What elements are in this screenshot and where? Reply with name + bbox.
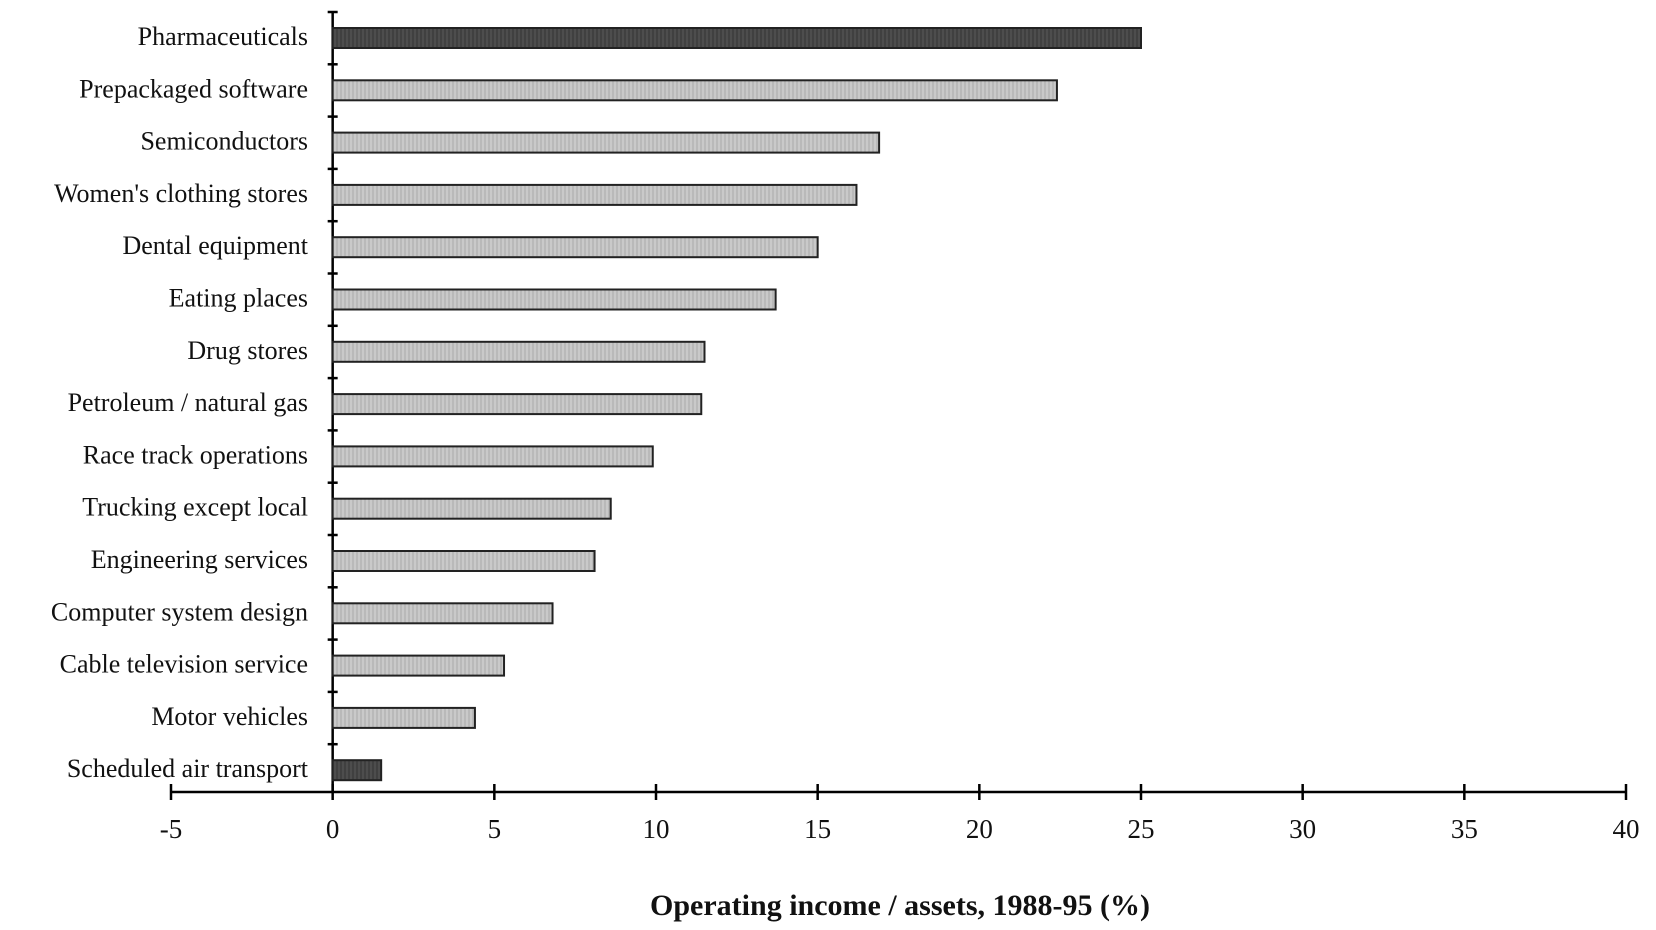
bar-semiconductors (331, 131, 881, 154)
category-label: Prepackaged software (79, 74, 308, 103)
category-label: Cable television service (60, 650, 308, 679)
bar-motor-vehicles (331, 706, 476, 729)
x-tick-label: 5 (488, 814, 502, 844)
bar-pharmaceuticals (331, 27, 1142, 49)
x-tick-label: 30 (1289, 814, 1316, 844)
bar-race-track-operations (331, 445, 654, 468)
category-label: Petroleum / natural gas (68, 388, 308, 417)
x-axis: -5 0 5 10 15 20 25 30 35 40 (160, 784, 1640, 844)
x-tick-label: 20 (966, 814, 993, 844)
bar-scheduled-air-transport (331, 759, 383, 782)
bars (331, 27, 1142, 782)
category-label: Engineering services (91, 545, 308, 574)
bar-engineering-services (331, 550, 596, 572)
bar-prepackaged-software (331, 79, 1058, 102)
category-label: Eating places (169, 284, 308, 313)
x-axis-title: Operating income / assets, 1988-95 (%) (650, 889, 1150, 922)
bar-women-s-clothing-stores (331, 183, 858, 206)
category-label: Motor vehicles (151, 702, 308, 731)
category-label: Trucking except local (82, 493, 308, 522)
bar-trucking-except-local (331, 497, 612, 520)
category-labels: Pharmaceuticals Prepackaged software Semic… (51, 22, 309, 783)
category-label: Women's clothing stores (54, 179, 308, 208)
x-tick-label: 40 (1613, 814, 1640, 844)
category-label: Semiconductors (140, 127, 308, 156)
x-tick-label: 10 (643, 814, 670, 844)
category-label: Dental equipment (122, 231, 308, 260)
category-label: Pharmaceuticals (138, 22, 308, 51)
bar-eating-places (331, 288, 777, 311)
category-label: Drug stores (187, 336, 308, 365)
x-tick-label: 15 (804, 814, 831, 844)
category-label: Computer system design (51, 597, 308, 626)
bar-petroleum-natural-gas (331, 393, 703, 416)
category-label: Scheduled air transport (67, 754, 309, 783)
bar-computer-system-design (331, 602, 554, 625)
category-label: Race track operations (83, 440, 308, 469)
x-tick-label: -5 (160, 814, 183, 844)
x-tick-label: 25 (1128, 814, 1155, 844)
bar-dental-equipment (331, 236, 819, 259)
bar-cable-television-service (331, 654, 506, 677)
x-tick-label: 0 (326, 814, 340, 844)
bar-drug-stores (331, 340, 706, 363)
x-tick-label: 35 (1451, 814, 1478, 844)
